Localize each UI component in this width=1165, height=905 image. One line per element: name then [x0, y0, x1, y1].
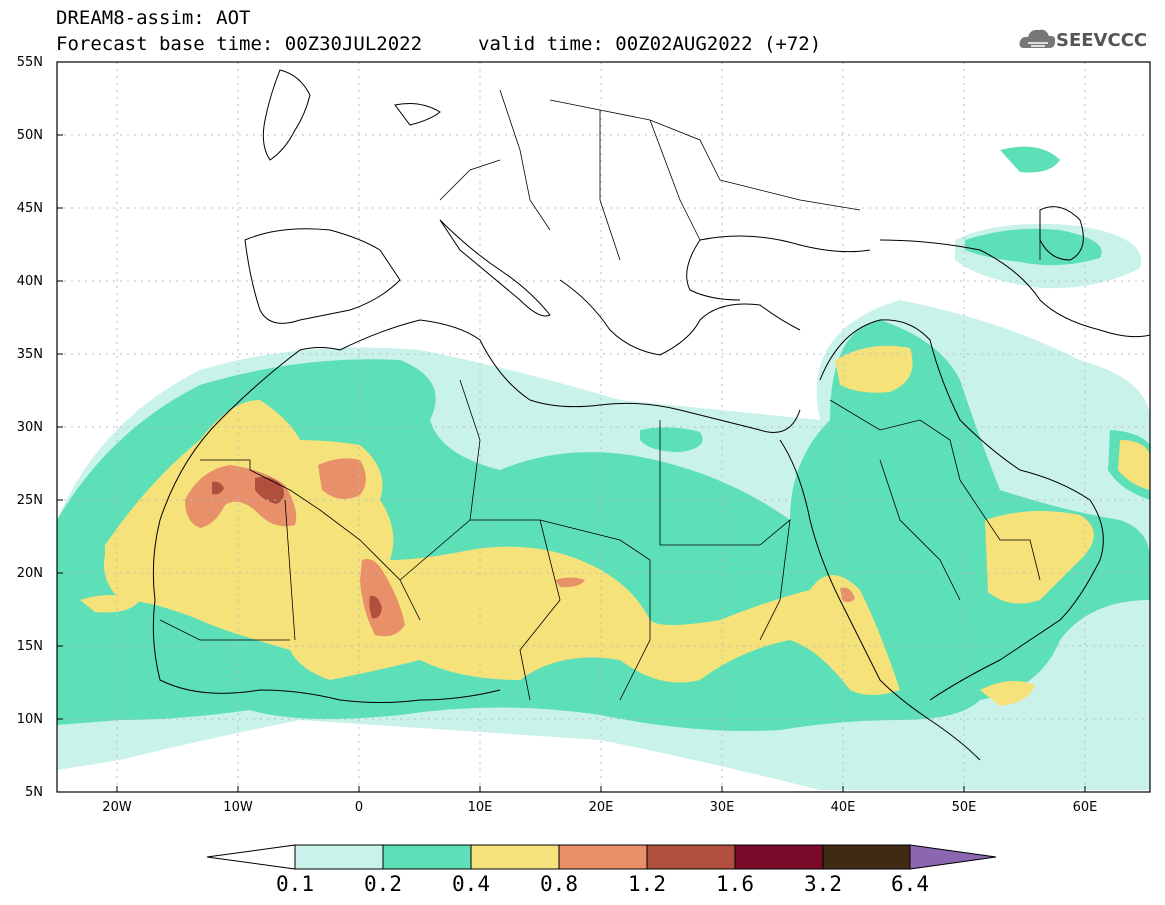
- lon-label: 60E: [1072, 800, 1098, 815]
- colorbar-segment-5: [734, 844, 824, 870]
- colorbar-segment-high: [909, 844, 997, 870]
- colorbar-label: 0.2: [364, 872, 402, 896]
- colorbar: [206, 844, 997, 870]
- lat-label: 20N: [16, 566, 43, 581]
- colorbar-label: 0.8: [540, 872, 578, 896]
- lon-label: 50E: [951, 800, 977, 815]
- lat-label: 35N: [16, 347, 43, 362]
- aot-field-1-2: [212, 476, 382, 619]
- lon-label: 10E: [467, 800, 493, 815]
- lat-label: 15N: [16, 639, 43, 654]
- lat-label: 45N: [16, 201, 43, 216]
- lon-label: 30E: [709, 800, 735, 815]
- colorbar-label: 0.1: [276, 872, 314, 896]
- lat-label: 30N: [16, 420, 43, 435]
- colorbar-segment-3: [558, 844, 648, 870]
- lon-label: 10W: [223, 800, 253, 815]
- lon-label: 0: [354, 800, 364, 815]
- colorbar-label: 3.2: [804, 872, 842, 896]
- cloud-icon: [1019, 29, 1056, 48]
- colorbar-label: 1.2: [628, 872, 666, 896]
- colorbar-segment-4: [646, 844, 736, 870]
- valid-time: valid time: 00Z02AUG2022 (+72): [478, 33, 822, 55]
- colorbar-label: 6.4: [891, 872, 929, 896]
- logo-text: SEEVCCC: [1056, 30, 1148, 51]
- lon-label: 20E: [588, 800, 614, 815]
- colorbar-label: 0.4: [452, 872, 490, 896]
- colorbar-segment-low: [206, 844, 296, 870]
- colorbar-label: 1.6: [716, 872, 754, 896]
- lat-label: 40N: [16, 274, 43, 289]
- colorbar-segment-6: [822, 844, 911, 870]
- map-title: DREAM8-assim: AOT: [56, 7, 251, 29]
- lat-label: 25N: [16, 493, 43, 508]
- lat-label: 55N: [16, 55, 43, 70]
- country-borders: [159, 89, 1041, 701]
- forecast-base-time: Forecast base time: 00Z30JUL2022: [56, 33, 423, 55]
- coastlines: [152, 69, 1150, 761]
- lat-label: 5N: [25, 785, 43, 800]
- colorbar-segment-2: [470, 844, 560, 870]
- lat-label: 50N: [16, 128, 43, 143]
- axis-ticks: [57, 134, 1086, 792]
- gridlines: [57, 62, 1150, 792]
- lon-label: 40E: [830, 800, 856, 815]
- colorbar-segment-1: [382, 844, 472, 870]
- aot-field-0-4: [80, 345, 1150, 706]
- lon-label: 20W: [102, 800, 132, 815]
- lat-label: 10N: [16, 712, 43, 727]
- colorbar-segment-0: [294, 844, 384, 870]
